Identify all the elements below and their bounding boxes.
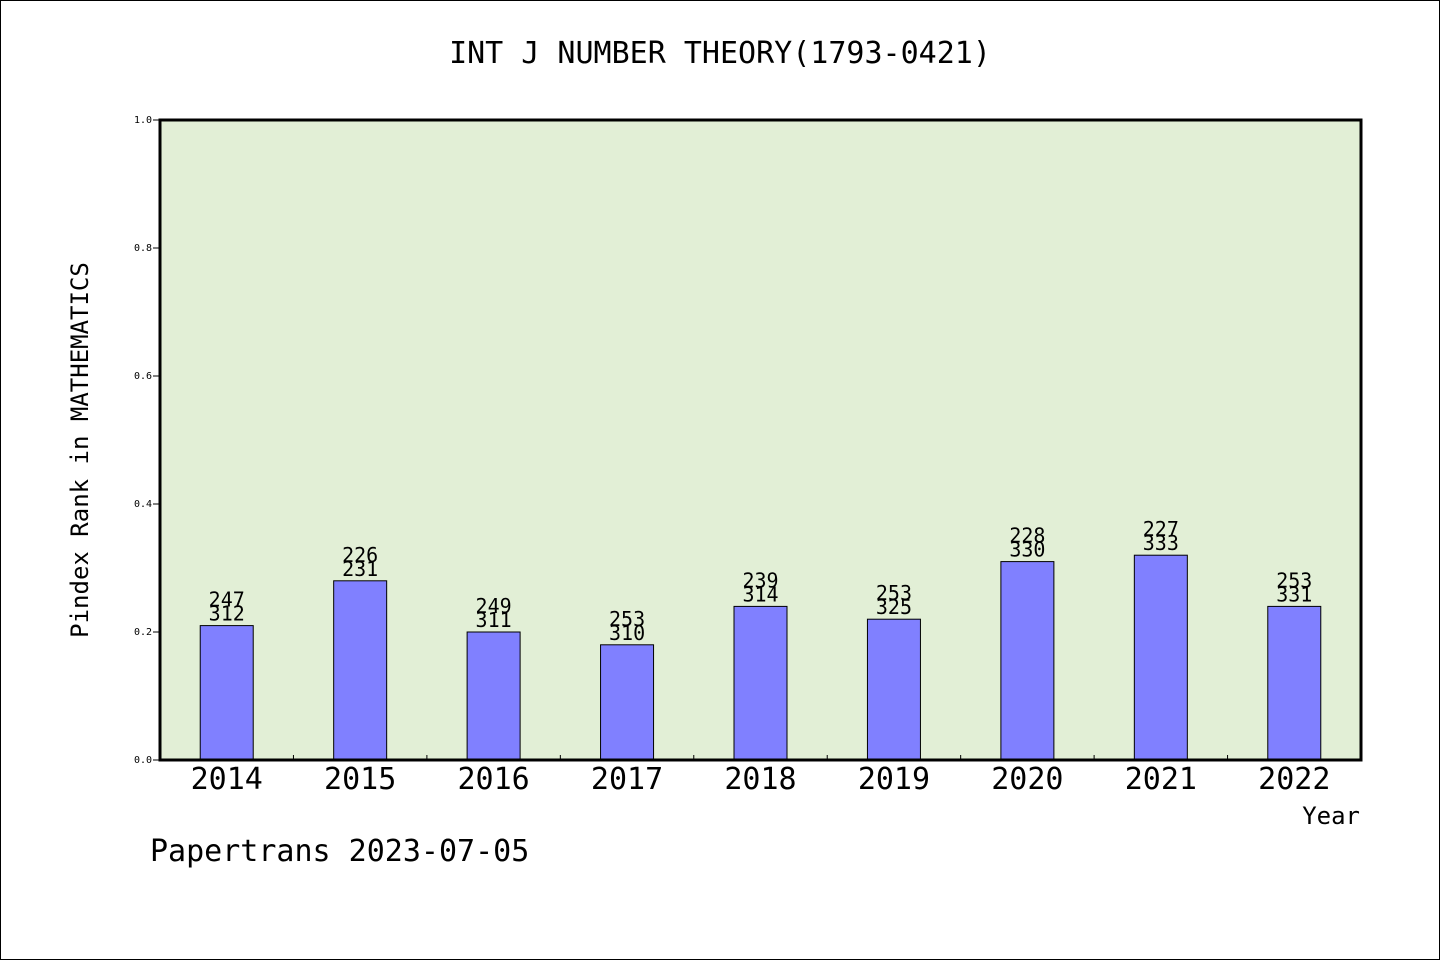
bar-2018	[733, 605, 788, 761]
bar-label-top: 228	[1009, 524, 1045, 548]
chart-title: INT J NUMBER THEORY(1793-0421)	[449, 36, 991, 71]
y-tick-label: 1.0	[134, 115, 152, 126]
bar-label-bottom: 312	[209, 602, 245, 626]
x-tick-label: 2017	[591, 762, 663, 797]
bar-label-bottom: 325	[876, 595, 912, 619]
bar-2014	[199, 625, 254, 761]
x-tick-label: 2020	[991, 762, 1063, 797]
bar-label-bottom: 231	[342, 557, 378, 581]
bar-label-bottom: 310	[609, 621, 645, 645]
bar-label-bottom: 314	[742, 582, 778, 606]
bar-2020	[1000, 561, 1055, 761]
bar-2016	[466, 631, 521, 761]
y-tick-label: 0.2	[134, 627, 152, 638]
y-tick-label: 0.0	[134, 755, 152, 766]
bar-label-top: 239	[742, 568, 778, 592]
bar-label-top: 253	[1276, 568, 1312, 592]
bar-label-bottom: 330	[1009, 538, 1045, 562]
x-tick-label: 2021	[1125, 762, 1197, 797]
x-tick-label: 2015	[324, 762, 396, 797]
bar-2021	[1133, 554, 1188, 761]
y-tick-label: 0.4	[134, 499, 152, 510]
footer-credit: Papertrans 2023-07-05	[150, 834, 530, 869]
bar-label-bottom: 311	[476, 608, 512, 632]
x-tick-label: 2016	[457, 762, 529, 797]
bar-label-bottom: 331	[1276, 582, 1312, 606]
x-axis-label: Year	[1302, 802, 1360, 830]
bar-2015	[333, 580, 388, 761]
x-tick-label: 2022	[1258, 762, 1330, 797]
x-tick-label: 2014	[191, 762, 263, 797]
x-tick-label: 2018	[724, 762, 796, 797]
bar-label-top: 227	[1143, 517, 1179, 541]
bar-label-top: 253	[876, 581, 912, 605]
plot-border	[158, 118, 1363, 762]
x-tick-label: 2019	[858, 762, 930, 797]
bar-2022	[1267, 605, 1322, 761]
bar-label-top: 253	[609, 607, 645, 631]
bar-2019	[866, 618, 921, 761]
y-tick-label: 0.6	[134, 371, 152, 382]
bar-2017	[600, 644, 655, 761]
bar-label-top: 247	[209, 588, 245, 612]
bar-label-bottom: 333	[1143, 531, 1179, 555]
bar-label-top: 226	[342, 543, 378, 567]
bar-label-top: 249	[476, 594, 512, 618]
y-tick-label: 0.8	[134, 243, 152, 254]
